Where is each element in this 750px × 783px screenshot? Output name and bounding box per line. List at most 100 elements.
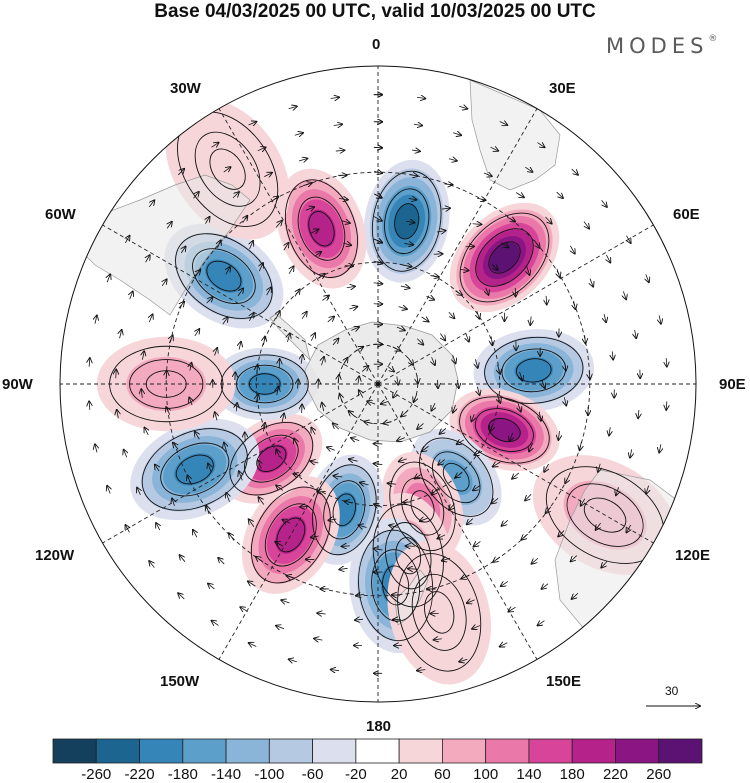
wind-arrow (457, 379, 458, 388)
wind-arrow (355, 347, 363, 351)
wind-arrow (518, 402, 521, 412)
contour-line (371, 549, 421, 622)
wind-arrow (415, 474, 422, 478)
wind-arrow (420, 518, 428, 521)
wind-arrow (206, 506, 209, 515)
wind-arrow (659, 315, 661, 324)
wind-arrow (434, 639, 442, 640)
wind-arrow (373, 261, 383, 263)
wind-arrow (453, 355, 456, 363)
meridian-line (218, 108, 379, 385)
wind-arrow (181, 247, 185, 254)
wind-arrow (556, 191, 563, 198)
wind-arrow (275, 542, 283, 546)
wind-arrow (411, 150, 420, 151)
wind-arrow (256, 557, 264, 563)
wind-arrow (441, 208, 450, 209)
wind-arrow (342, 546, 350, 547)
wind-arrow (259, 263, 263, 272)
contour-line (372, 503, 444, 608)
wind-arrow (466, 333, 469, 342)
wind-arrow (490, 423, 493, 430)
anomaly-level (307, 209, 336, 248)
colorbar-swatch (398, 738, 443, 764)
wind-arrow (417, 375, 418, 383)
wind-arrow (442, 558, 451, 561)
wind-arrow (572, 592, 579, 599)
wind-arrow (360, 483, 369, 485)
wind-arrow (493, 557, 501, 562)
wind-arrow (374, 194, 381, 198)
wind-arrow (364, 422, 373, 424)
wind-arrow (486, 287, 489, 295)
south-pole-marker (376, 382, 380, 386)
wind-arrow (585, 335, 586, 343)
wind-arrow (339, 198, 348, 199)
wind-arrow (440, 428, 447, 433)
colorbar-swatch (658, 738, 703, 764)
wind-arrow (317, 613, 326, 614)
contour-line (358, 529, 434, 642)
wind-arrow (358, 376, 359, 385)
wind-arrow (322, 296, 328, 301)
wind-arrow (525, 494, 532, 500)
lon-label-150e: 150E (546, 673, 582, 690)
wind-arrow (189, 398, 192, 406)
wind-arrow (564, 397, 566, 405)
wind-arrow (422, 445, 429, 451)
wind-arrow (263, 337, 264, 346)
wind-arrow (542, 379, 545, 388)
wind-arrow (239, 342, 241, 350)
meridian-line (377, 108, 538, 385)
wind-arrow (374, 549, 383, 550)
wind-arrow (426, 296, 434, 299)
wind-arrow (239, 471, 242, 481)
wind-arrow (226, 493, 229, 502)
wind-arrow (294, 133, 303, 135)
wind-arrow (381, 401, 389, 404)
wind-arrow (195, 329, 199, 337)
wind-arrow (215, 412, 217, 421)
contour-line (175, 454, 214, 485)
wind-arrow (294, 439, 297, 446)
wind-arrow (144, 428, 148, 436)
colorbar-swatch (139, 738, 184, 764)
wind-arrow (267, 287, 271, 296)
wind-arrow (455, 473, 463, 478)
contour-line (209, 148, 246, 190)
contour-line (332, 493, 356, 527)
wind-arrow (476, 198, 485, 200)
wind-arrow (345, 501, 354, 502)
wind-arrow (349, 459, 358, 461)
wind-arrow (373, 283, 383, 284)
contour-line (442, 462, 470, 492)
wind-arrow (117, 410, 119, 419)
wind-arrow (545, 216, 551, 224)
contour-line (488, 417, 521, 443)
wind-arrow (339, 568, 348, 569)
contour-line (395, 537, 422, 575)
contour-line (384, 188, 430, 255)
wind-arrow (373, 147, 382, 148)
wind-arrow (322, 403, 324, 412)
lon-label-90e: 90E (719, 376, 746, 393)
wind-arrow (609, 427, 610, 435)
wind-arrow (453, 404, 456, 412)
wind-arrow (356, 594, 365, 596)
contour-line (256, 445, 287, 472)
wind-arrow (417, 670, 426, 671)
wind-arrow (557, 268, 560, 277)
wind-arrow (343, 358, 347, 366)
graticule (60, 66, 696, 702)
wind-arrow (263, 423, 265, 432)
contour-line (160, 442, 230, 497)
contour-line (432, 451, 481, 504)
wind-arrow (282, 414, 284, 422)
wind-arrow (305, 207, 314, 210)
wind-arrow (257, 147, 266, 150)
wind-arrow (666, 401, 667, 409)
wind-arrow (404, 243, 413, 244)
colorbar-swatch (312, 738, 357, 764)
colorbar-swatch (528, 738, 573, 764)
